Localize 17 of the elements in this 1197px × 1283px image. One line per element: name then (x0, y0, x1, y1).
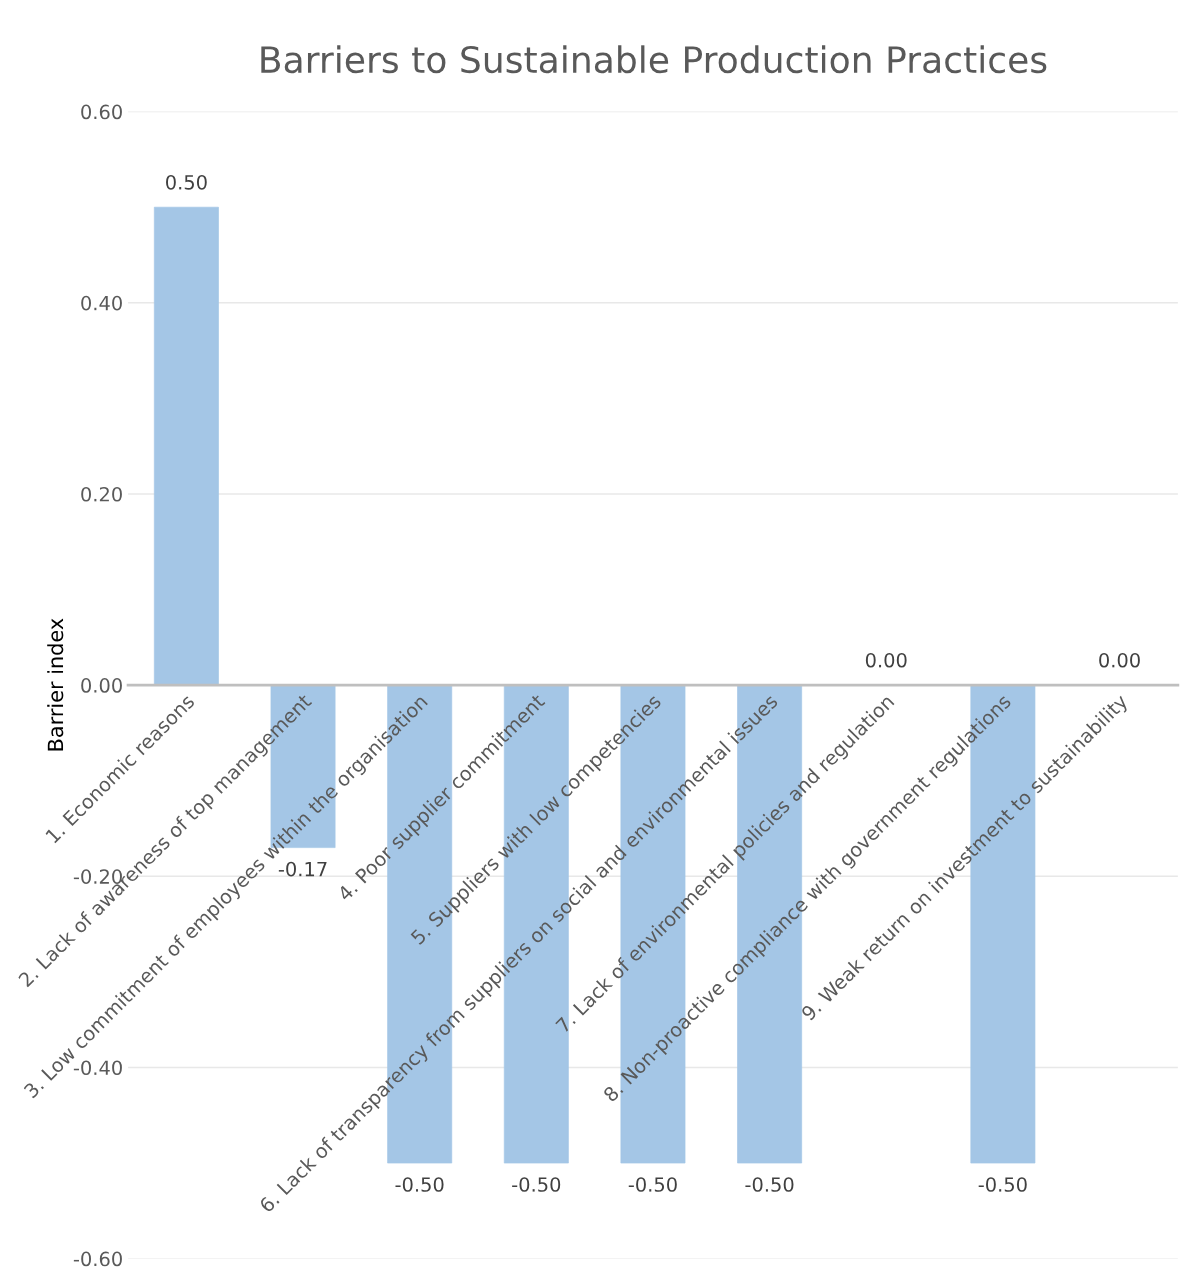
y-tick-label: 0.00 (81, 678, 122, 693)
data-label: 0.00 (865, 652, 907, 668)
data-label: -0.50 (745, 1177, 794, 1192)
data-label: -0.50 (512, 1177, 561, 1192)
data-label: 0.50 (166, 174, 207, 190)
data-label: -0.50 (628, 1177, 677, 1192)
y-tick-label: 0.20 (81, 486, 122, 502)
data-label: -0.17 (278, 861, 327, 877)
data-label: -0.50 (395, 1177, 444, 1192)
y-tick-label: 0.60 (81, 104, 122, 120)
y-tick-label: 0.40 (81, 295, 122, 311)
y-axis-title: Barrier index (47, 618, 64, 751)
y-tick-label: -0.40 (73, 1060, 122, 1076)
data-label: -0.50 (978, 1177, 1027, 1192)
data-label: 0.00 (1099, 652, 1140, 668)
chart-title: Barriers to Sustainable Production Practices (261, 45, 1047, 74)
y-tick-label: -0.60 (73, 1251, 122, 1267)
